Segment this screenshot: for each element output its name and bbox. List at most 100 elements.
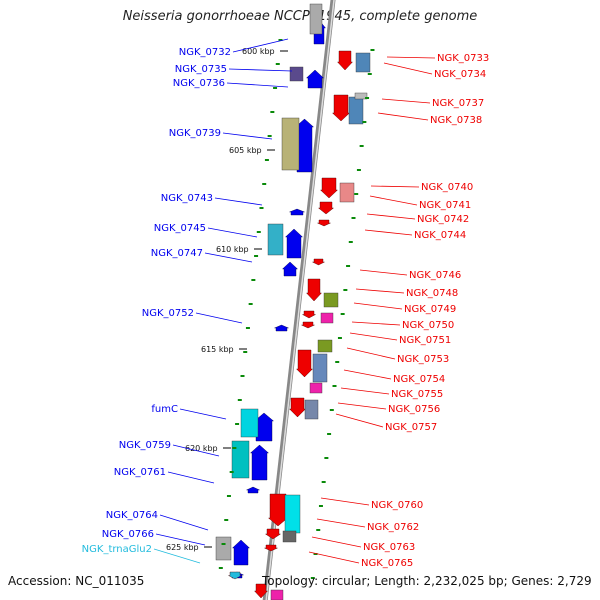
left-gene-leader: [207, 227, 258, 238]
right-gene-label: NGK_0754: [393, 374, 445, 385]
forward-gene-arrow: [274, 324, 289, 332]
left-gene-label: NGK_trnaGlu2: [82, 544, 152, 555]
gene-box: [240, 408, 259, 438]
right-gene-leader: [320, 497, 370, 506]
left-gene-leader: [179, 408, 227, 420]
right-gene-leader: [349, 332, 398, 341]
reverse-gene-arrow: [302, 310, 316, 319]
gene-box: [312, 353, 328, 383]
genome-metadata: Topology: circular; Length: 2,232,025 bp…: [262, 574, 592, 588]
left-gene-leader: [195, 312, 243, 324]
gene-box: [304, 399, 319, 420]
gene-box: [348, 96, 364, 125]
right-gene-leader: [337, 402, 387, 410]
right-gene-label: NGK_0740: [421, 182, 473, 193]
right-gene-leader: [381, 98, 431, 104]
right-gene-leader: [355, 288, 405, 294]
left-gene-label: NGK_0739: [169, 128, 221, 139]
right-gene-leader: [335, 413, 384, 428]
gene-box: [317, 339, 333, 353]
gene-box: [215, 536, 232, 561]
reverse-gene-arrow: [301, 321, 315, 329]
reverse-gene-arrow: [264, 528, 282, 540]
reverse-gene-arrow: [296, 349, 313, 378]
gene-box: [289, 66, 304, 82]
left-gene-leader: [232, 38, 289, 53]
right-gene-leader: [369, 195, 418, 206]
scale-label: 610 kbp: [216, 245, 249, 254]
right-gene-label: NGK_0763: [363, 542, 415, 553]
reverse-gene-arrow: [254, 583, 268, 599]
left-gene-label: NGK_0735: [175, 64, 227, 75]
left-gene-leader: [222, 132, 273, 140]
right-gene-label: NGK_0749: [404, 304, 456, 315]
forward-gene-arrow: [246, 486, 260, 494]
forward-gene-arrow: [281, 261, 299, 277]
right-gene-leader: [364, 229, 413, 236]
gene-box: [309, 3, 323, 35]
left-gene-label: NGK_0752: [142, 308, 194, 319]
scale-label: 605 kbp: [229, 146, 262, 155]
right-gene-label: NGK_0737: [432, 98, 484, 109]
gene-box: [309, 382, 323, 394]
right-gene-label: NGK_0762: [367, 522, 419, 533]
scale-label: 615 kbp: [201, 345, 234, 354]
trna-gene-arrow: [228, 571, 242, 580]
left-gene-leader: [155, 533, 206, 546]
reverse-gene-arrow: [312, 258, 325, 266]
left-gene-label: NGK_0764: [106, 510, 158, 521]
left-gene-leader: [167, 471, 215, 484]
right-gene-label: NGK_0750: [402, 320, 454, 331]
forward-gene-arrow: [305, 69, 325, 89]
scale-label: 625 kbp: [166, 543, 199, 552]
genome-title: Neisseria gonorrhoeae NCCP11945, complet…: [122, 9, 478, 24]
left-gene-label: NGK_0736: [173, 78, 225, 89]
left-gene-label: NGK_0761: [114, 467, 166, 478]
left-gene-leader: [228, 68, 293, 72]
forward-gene-arrow: [249, 444, 270, 481]
right-gene-leader: [370, 185, 420, 188]
right-gene-label: NGK_0746: [409, 270, 461, 281]
gene-box: [281, 117, 300, 171]
right-gene-leader: [351, 321, 401, 326]
reverse-gene-arrow: [319, 177, 339, 199]
right-gene-label: NGK_0744: [414, 230, 466, 241]
reverse-gene-arrow: [331, 94, 351, 122]
right-gene-leader: [353, 302, 403, 310]
right-gene-leader: [383, 62, 433, 75]
right-gene-label: NGK_0765: [361, 558, 413, 569]
gene-box: [282, 530, 297, 543]
left-gene-label: NGK_0732: [179, 47, 231, 58]
reverse-gene-arrow: [317, 201, 335, 215]
right-gene-label: NGK_0748: [406, 288, 458, 299]
left-gene-label: fumC: [151, 404, 178, 415]
reverse-gene-arrow: [267, 493, 289, 527]
reverse-gene-arrow: [306, 278, 322, 302]
gene-box: [355, 52, 371, 73]
left-gene-leader: [214, 197, 263, 206]
left-gene-label: NGK_0743: [161, 193, 213, 204]
gene-box: [354, 92, 368, 100]
right-gene-leader: [311, 536, 362, 548]
left-gene-leader: [159, 514, 209, 531]
gene-box: [320, 312, 334, 324]
scale-label: 620 kbp: [185, 444, 218, 453]
right-gene-label: NGK_0753: [397, 354, 449, 365]
gene-box: [270, 589, 284, 600]
right-gene-label: NGK_0738: [430, 115, 482, 126]
gene-box: [267, 223, 284, 256]
gene-box: [323, 292, 339, 308]
right-gene-label: NGK_0760: [371, 500, 423, 511]
right-gene-label: NGK_0755: [391, 389, 443, 400]
left-gene-leader: [172, 444, 220, 457]
left-gene-leader: [204, 252, 253, 263]
right-gene-leader: [366, 213, 416, 220]
left-gene-label: NGK_0759: [119, 440, 171, 451]
forward-gene-arrow: [231, 539, 251, 566]
right-gene-label: NGK_0741: [419, 200, 471, 211]
forward-gene-arrow: [289, 208, 305, 216]
scale-label: 600 kbp: [242, 47, 275, 56]
right-gene-leader: [386, 56, 436, 59]
right-gene-leader: [346, 347, 396, 360]
